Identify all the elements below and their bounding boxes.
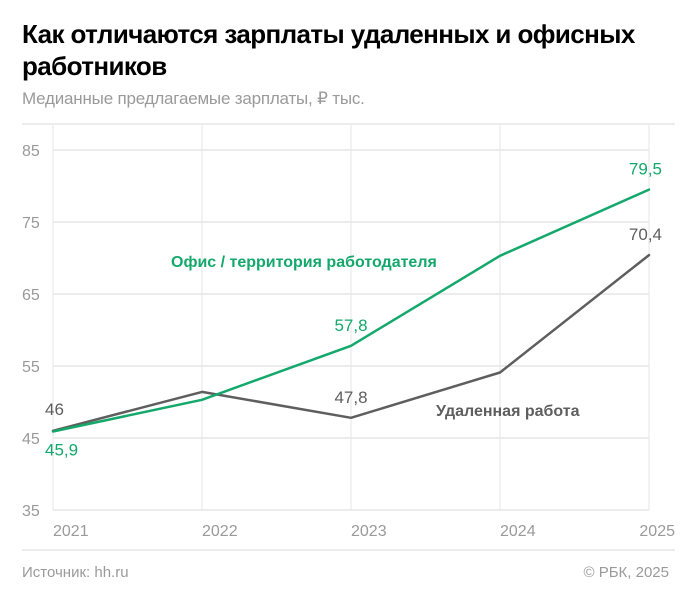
y-tick-label: 75 bbox=[22, 215, 40, 232]
remote-data-label: 70,4 bbox=[629, 225, 662, 244]
x-tick-label: 2022 bbox=[202, 523, 238, 540]
office-data-label: 57,8 bbox=[334, 316, 367, 335]
x-tick-label: 2025 bbox=[639, 523, 675, 540]
top-divider bbox=[22, 123, 675, 125]
legend-labels: Офис / территория работодателя Удаленная … bbox=[171, 254, 580, 420]
remote-data-label: 47,8 bbox=[334, 388, 367, 407]
remote-series-line bbox=[51, 253, 651, 433]
office-data-label: 79,5 bbox=[629, 160, 662, 179]
series-lines bbox=[51, 188, 651, 433]
bottom-divider bbox=[22, 549, 675, 551]
data-labels: 45,9 57,8 79,5 46 47,8 70,4 bbox=[45, 160, 662, 460]
office-series-line bbox=[51, 188, 651, 433]
y-tick-labels: 35 45 55 65 75 85 bbox=[22, 143, 40, 520]
legend-office: Офис / территория работодателя bbox=[171, 254, 437, 271]
x-tick-labels: 2021 2022 2023 2024 2025 bbox=[53, 523, 675, 540]
chart-title: Как отличаются зарплаты удаленных и офис… bbox=[22, 19, 635, 81]
chart-subtitle: Медианные предлагаемые зарплаты, ₽ тыс. bbox=[22, 89, 365, 108]
y-tick-label: 65 bbox=[22, 287, 40, 304]
y-tick-label: 45 bbox=[22, 431, 40, 448]
x-tick-label: 2023 bbox=[351, 523, 387, 540]
remote-data-label: 46 bbox=[45, 400, 64, 419]
copyright-note: © РБК, 2025 bbox=[583, 564, 669, 581]
x-tick-label: 2021 bbox=[53, 523, 89, 540]
y-tick-label: 55 bbox=[22, 359, 40, 376]
source-note: Источник: hh.ru bbox=[22, 564, 129, 581]
x-tick-label: 2024 bbox=[500, 523, 536, 540]
line-chart: 35 45 55 65 75 85 2021 2022 2023 2024 2025 45,9 57… bbox=[22, 125, 675, 540]
y-tick-label: 85 bbox=[22, 143, 40, 160]
legend-remote: Удаленная работа bbox=[436, 403, 580, 420]
office-data-label: 45,9 bbox=[45, 441, 78, 460]
y-tick-label: 35 bbox=[22, 503, 40, 520]
